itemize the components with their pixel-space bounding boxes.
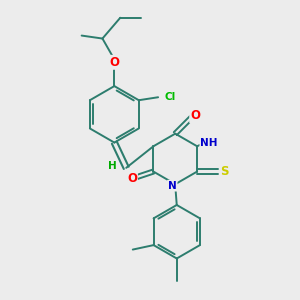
Text: O: O bbox=[127, 172, 137, 185]
Text: O: O bbox=[109, 56, 119, 69]
Text: S: S bbox=[220, 165, 228, 178]
Text: H: H bbox=[109, 161, 117, 171]
Text: Cl: Cl bbox=[164, 92, 175, 102]
Text: O: O bbox=[190, 109, 200, 122]
Text: NH: NH bbox=[200, 138, 218, 148]
Text: N: N bbox=[168, 181, 177, 191]
